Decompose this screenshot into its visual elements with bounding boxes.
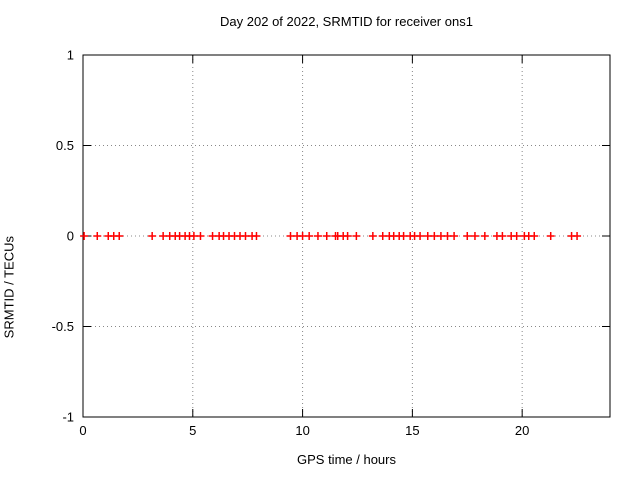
y-tick-label: 0.5 (56, 138, 74, 153)
data-point-marker (343, 232, 352, 240)
data-point-marker (512, 232, 521, 240)
chart-title: Day 202 of 2022, SRMTID for receiver ons… (220, 14, 473, 29)
x-axis-label: GPS time / hours (297, 452, 396, 467)
x-tick-label: 20 (515, 423, 529, 438)
data-point-marker (463, 232, 472, 240)
data-point-marker (450, 232, 459, 240)
data-point-marker (252, 232, 261, 240)
y-tick-label: 0 (67, 229, 74, 244)
data-point-marker (546, 232, 555, 240)
data-point-marker (480, 232, 489, 240)
x-tick-label: 15 (405, 423, 419, 438)
x-tick-label: 10 (295, 423, 309, 438)
data-point-marker (416, 232, 425, 240)
y-tick-label: -0.5 (52, 319, 74, 334)
data-point-marker (80, 232, 89, 240)
data-point-marker (498, 232, 507, 240)
data-point-marker (530, 232, 539, 240)
x-tick-label: 5 (189, 423, 196, 438)
x-tick-label: 0 (79, 423, 86, 438)
data-point-marker (352, 232, 361, 240)
data-point-marker (115, 232, 124, 240)
y-tick-label: 1 (67, 48, 74, 63)
data-point-marker (573, 232, 582, 240)
y-tick-label: -1 (62, 410, 74, 425)
data-point-marker (368, 232, 377, 240)
data-point-marker (148, 232, 157, 240)
data-point-marker (196, 232, 205, 240)
data-point-marker (93, 232, 102, 240)
data-point-marker (322, 232, 331, 240)
data-point-marker (313, 232, 322, 240)
data-point-marker (305, 232, 314, 240)
data-point-marker (470, 232, 479, 240)
